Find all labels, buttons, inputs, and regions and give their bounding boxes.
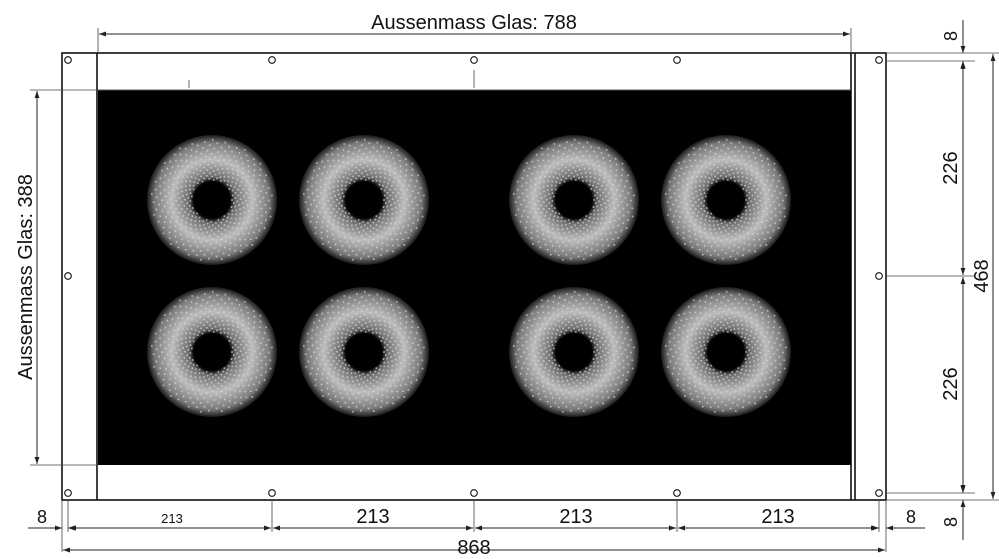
left-dimension-label: Aussenmass Glas: 388 [15, 174, 37, 380]
mounting-hole [64, 56, 72, 64]
burner-ring [661, 287, 791, 417]
mounting-hole [875, 272, 883, 280]
mounting-hole [673, 489, 681, 497]
mounting-holes [64, 56, 883, 497]
mounting-hole [268, 489, 276, 497]
burner-ring [661, 135, 791, 265]
right-dimension-total: 468 [971, 259, 993, 292]
mounting-hole [875, 489, 883, 497]
right-dimension-lower: 226 [940, 367, 962, 400]
top-dimension-label: Aussenmass Glas: 788 [371, 12, 577, 34]
bottom-segment-1: 213 [161, 511, 183, 526]
mounting-hole [470, 489, 478, 497]
burner-ring [509, 135, 639, 265]
mounting-hole [875, 56, 883, 64]
bottom-segment-2: 213 [356, 506, 389, 528]
mounting-hole [673, 56, 681, 64]
bottom-dimension-left-8: 8 [37, 507, 47, 527]
burner-ring [147, 135, 277, 265]
burner-ring [509, 287, 639, 417]
right-dimension-top-8: 8 [941, 31, 961, 41]
bottom-segment-4: 213 [761, 506, 794, 528]
mounting-hole [268, 56, 276, 64]
right-dimension-bottom-8: 8 [941, 517, 961, 527]
mounting-hole [64, 272, 72, 280]
burner-ring [299, 287, 429, 417]
mounting-hole [470, 56, 478, 64]
mounting-hole [64, 489, 72, 497]
burner-zones [147, 135, 791, 417]
burner-ring [299, 135, 429, 265]
bottom-dimension-total: 868 [457, 537, 490, 559]
right-dimension-upper: 226 [940, 151, 962, 184]
bottom-segment-3: 213 [559, 506, 592, 528]
bottom-dimension-right-8: 8 [906, 507, 916, 527]
burner-ring [147, 287, 277, 417]
